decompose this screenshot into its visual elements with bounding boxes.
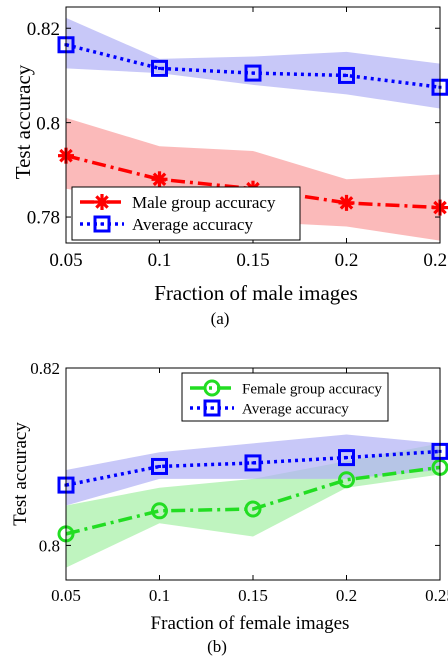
chart-panel-b: 0.05 0.1 0.15 0.2 0.25 0.8 0.82 Female group a… bbox=[10, 359, 448, 656]
chart-panel-a: 0.05 0.1 0.15 0.2 0.25 0.78 0.8 0.82 Male group… bbox=[11, 6, 448, 328]
chart-b-legend: Female group accuracy Average accuracy bbox=[181, 372, 389, 422]
xtick-label-b-3: 0.2 bbox=[336, 586, 357, 605]
point-b-series-1-2 bbox=[244, 454, 262, 472]
legend-label-b-0: Female group accuracy bbox=[242, 381, 382, 397]
ytick-label-a-0: 0.78 bbox=[27, 208, 60, 229]
point-a-series-1-1 bbox=[151, 59, 168, 77]
chart-b-ylabel: Test accuracy bbox=[10, 422, 31, 526]
xtick-label-b-2: 0.15 bbox=[238, 586, 268, 605]
point-a-series-0-1 bbox=[151, 171, 168, 188]
legend-marker-a-1 bbox=[93, 215, 111, 233]
ytick-label-b-0: 0.8 bbox=[39, 536, 60, 555]
legend-label-a-1: Average accuracy bbox=[132, 215, 253, 234]
point-b-series-0-2 bbox=[244, 500, 262, 518]
xtick-label-a-3: 0.2 bbox=[335, 250, 359, 271]
ytick-label-b-1: 0.82 bbox=[30, 359, 60, 378]
point-a-series-1-3 bbox=[338, 66, 355, 84]
point-a-series-0-3 bbox=[338, 194, 355, 211]
chart-a-panel-label: (a) bbox=[211, 309, 230, 328]
xtick-label-b-1: 0.1 bbox=[149, 586, 170, 605]
band-a-series-1 bbox=[66, 17, 440, 109]
xtick-label-a-1: 0.1 bbox=[148, 250, 172, 271]
legend-label-a-0: Male group accuracy bbox=[132, 193, 276, 212]
legend-label-b-1: Average accuracy bbox=[242, 401, 349, 417]
legend-marker-b-1 bbox=[203, 399, 221, 417]
chart-a-ylabel: Test accuracy bbox=[11, 64, 35, 179]
xtick-label-a-0: 0.05 bbox=[49, 250, 82, 271]
chart-b-xlabel: Fraction of female images bbox=[151, 613, 350, 634]
point-b-series-0-1 bbox=[151, 502, 168, 520]
chart-b-panel-label: (b) bbox=[207, 637, 227, 656]
xtick-label-a-2: 0.15 bbox=[236, 250, 269, 271]
xtick-label-a-4: 0.25 bbox=[423, 250, 448, 271]
point-b-series-0-3 bbox=[338, 471, 355, 489]
point-a-series-1-2 bbox=[244, 64, 262, 82]
line-b-series-1 bbox=[65, 449, 441, 487]
chart-a-legend: Male group accuracy Average accuracy bbox=[71, 186, 301, 241]
xtick-label-b-0: 0.05 bbox=[51, 586, 81, 605]
point-b-series-1-1 bbox=[151, 457, 168, 475]
ytick-label-a-1: 0.8 bbox=[36, 113, 60, 134]
legend-marker-a-0 bbox=[94, 194, 110, 210]
legend-marker-b-0 bbox=[203, 379, 221, 397]
chart-a-xlabel: Fraction of male images bbox=[154, 281, 358, 305]
xtick-label-b-4: 0.25 bbox=[425, 586, 448, 605]
line-b-series-0 bbox=[65, 465, 441, 536]
point-b-series-1-3 bbox=[338, 449, 355, 467]
ytick-label-a-2: 0.82 bbox=[27, 19, 60, 40]
